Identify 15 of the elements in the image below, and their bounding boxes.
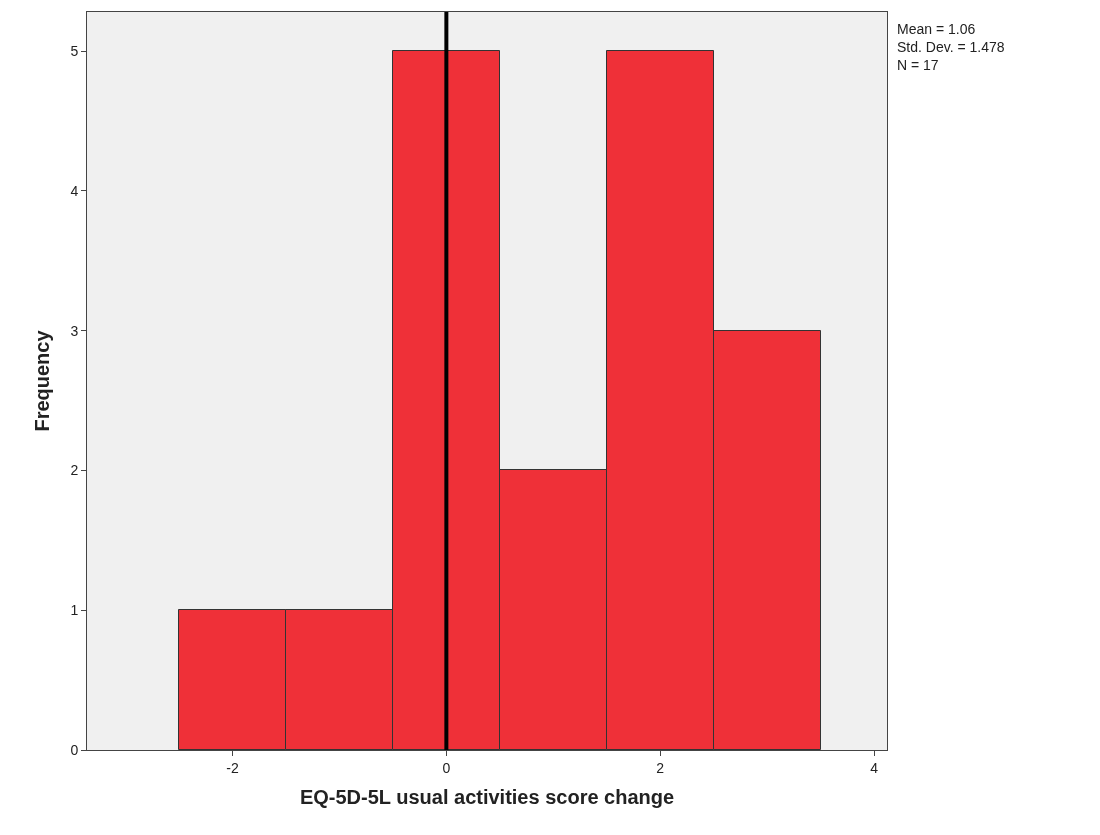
- x-tick-label: 4: [870, 759, 879, 776]
- y-tick-label: 5: [70, 43, 79, 60]
- text: N = 17: [897, 57, 939, 74]
- x-tick-label: -2: [226, 759, 239, 776]
- y-tick-label: 2: [70, 462, 79, 479]
- y-tick-label: 3: [70, 322, 79, 339]
- x-axis-title: EQ-5D-5L usual activities score change: [299, 786, 675, 809]
- y-tick-label: 1: [70, 602, 79, 619]
- text: Std. Dev. = 1.478: [897, 39, 1005, 56]
- x-tick-label: 0: [442, 759, 451, 776]
- y-tick-label: 4: [70, 182, 79, 199]
- text: Mean = 1.06: [897, 21, 976, 37]
- y-tick-label: 0: [70, 741, 79, 758]
- x-tick-label: 2: [656, 759, 665, 776]
- y-axis-title: Frequency: [30, 329, 53, 432]
